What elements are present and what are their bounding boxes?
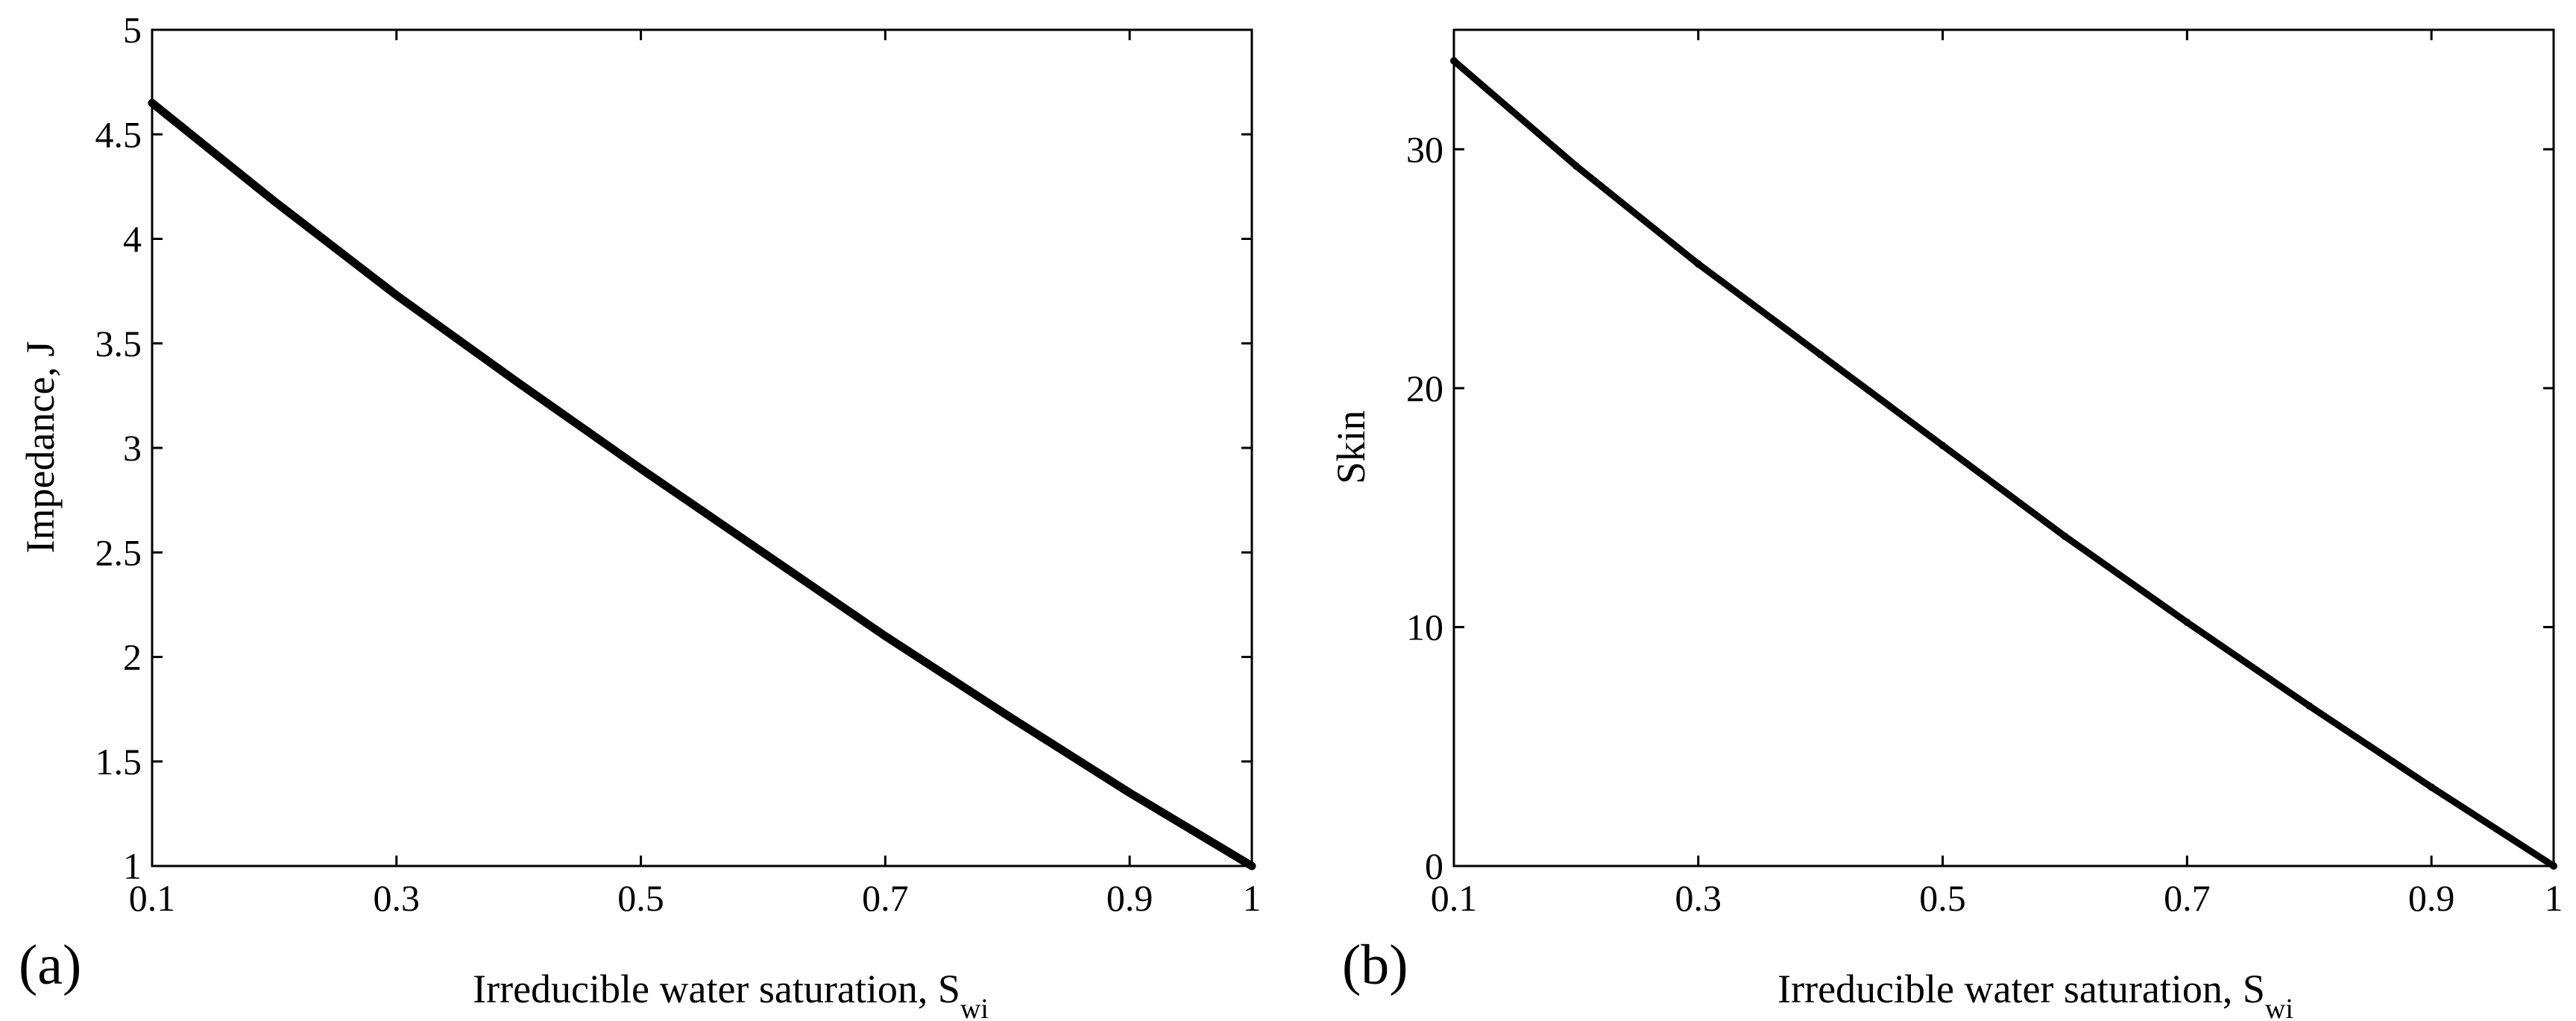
panel-b-y-axis-label: Skin: [1329, 410, 1373, 484]
panel-b-x-axis-label-sub: wi: [2265, 993, 2293, 1021]
panel-b-y-tick-label: 0: [1425, 845, 1443, 887]
panel-b-points: [1450, 57, 2557, 870]
panel-a-data-point: [1248, 862, 1256, 870]
panel-a-y-tick-label: 4: [123, 218, 142, 260]
panel-a-y-tick-label: 4.5: [95, 113, 142, 155]
panel-b-data-point: [1694, 260, 1702, 268]
panel-a-x-axis-label-main: Irreducible water saturation, S: [473, 967, 960, 1011]
panel-b-data-point: [2183, 619, 2191, 627]
panel-b-y-ticks: 0 10 20 30: [1406, 128, 2554, 887]
panel-a-points: [148, 99, 1256, 870]
panel-a-y-tick-label: 2: [123, 636, 142, 678]
panel-a-x-tick-label: 0.3: [374, 877, 421, 919]
panel-b-data-point: [1816, 350, 1824, 358]
panel-b: 0 10 20 30 0.1 0.3 0.5 0.7 0.9 1 Skin Irreducibl…: [1329, 28, 2563, 1021]
panel-b-plot-frame: [1452, 28, 2555, 867]
panel-a-y-tick-label: 2.5: [95, 531, 142, 573]
panel-a-y-axis-label: Impedance, J: [18, 341, 63, 554]
panel-b-y-tick-label: 10: [1406, 606, 1443, 648]
panel-a-series-line: [148, 98, 1256, 870]
panel-b-x-tick-label: 0.7: [2164, 877, 2211, 919]
panel-b-x-tick-label: 0.3: [1675, 877, 1722, 919]
panel-b-x-tick-label: 0.1: [1431, 877, 1478, 919]
panel-b-label: (b): [1342, 934, 1408, 996]
panel-b-data-point: [2061, 532, 2069, 540]
panel-a-x-axis-label-sub: wi: [960, 993, 989, 1021]
panel-a-data-point: [759, 549, 767, 557]
panel-a-label: (a): [19, 934, 81, 996]
panel-a-data-point: [392, 291, 400, 300]
panel-a-x-tick-label: 0.9: [1106, 877, 1153, 919]
panel-b-x-ticks: 0.1 0.3 0.5 0.7 0.9 1: [1431, 30, 2563, 919]
panel-b-data-point: [2428, 783, 2436, 791]
panel-a-x-axis-label: Irreducible water saturation, Swi: [473, 967, 989, 1021]
panel-a-data-point: [514, 379, 523, 388]
panel-b-data-point: [1450, 57, 1458, 65]
panel-a-data-point: [270, 197, 278, 206]
panel-a-y-tick-label: 3.5: [95, 323, 142, 364]
panel-b-data-point: [1939, 441, 1947, 449]
panel-b-x-axis-label-main: Irreducible water saturation, S: [1777, 967, 2265, 1011]
panel-b-x-tick-label: 0.5: [1919, 877, 1966, 919]
panel-b-data-point: [2550, 862, 2557, 870]
panel-a-x-tick-label: 0.1: [129, 877, 176, 919]
panel-a-data-point: [637, 465, 645, 473]
panel-a-data-point: [1004, 712, 1012, 720]
panel-a-x-tick-label: 1: [1243, 877, 1262, 919]
panel-b-series-line: [1450, 57, 2557, 870]
panel-a-x-tick-label: 0.7: [862, 877, 909, 919]
panel-a-plot-frame: [151, 28, 1253, 867]
panel-a-y-tick-label: 3: [123, 427, 142, 469]
panel-a-x-ticks: 0.1 0.3 0.5 0.7 0.9 1: [129, 30, 1262, 919]
panel-b-y-tick-label: 30: [1406, 128, 1443, 170]
panel-b-x-tick-label: 0.9: [2408, 877, 2455, 919]
panel-a-data-point: [1126, 788, 1134, 797]
panel-a-x-tick-label: 0.5: [617, 877, 664, 919]
panel-a-y-ticks: 1 1.5 2 2.5 3 3.5 4 4.5 5: [95, 9, 1252, 887]
panel-a-y-tick-label: 5: [123, 9, 142, 51]
panel-a-data-point: [881, 632, 889, 640]
panel-a-y-tick-label: 1: [123, 845, 142, 887]
panel-b-x-axis-label: Irreducible water saturation, Swi: [1777, 967, 2293, 1021]
panel-a-data-point: [148, 99, 156, 107]
panel-b-x-tick-label: 1: [2545, 877, 2563, 919]
panel-b-y-tick-label: 20: [1406, 367, 1443, 409]
panel-a-y-tick-label: 1.5: [95, 741, 142, 783]
panel-b-data-point: [1572, 162, 1580, 170]
panel-a: 1 1.5 2 2.5 3 3.5 4 4.5 5 0.1 0.3 0.5 0.7 0.9 1 Imped…: [18, 9, 1262, 1021]
panel-b-data-point: [2305, 702, 2314, 710]
